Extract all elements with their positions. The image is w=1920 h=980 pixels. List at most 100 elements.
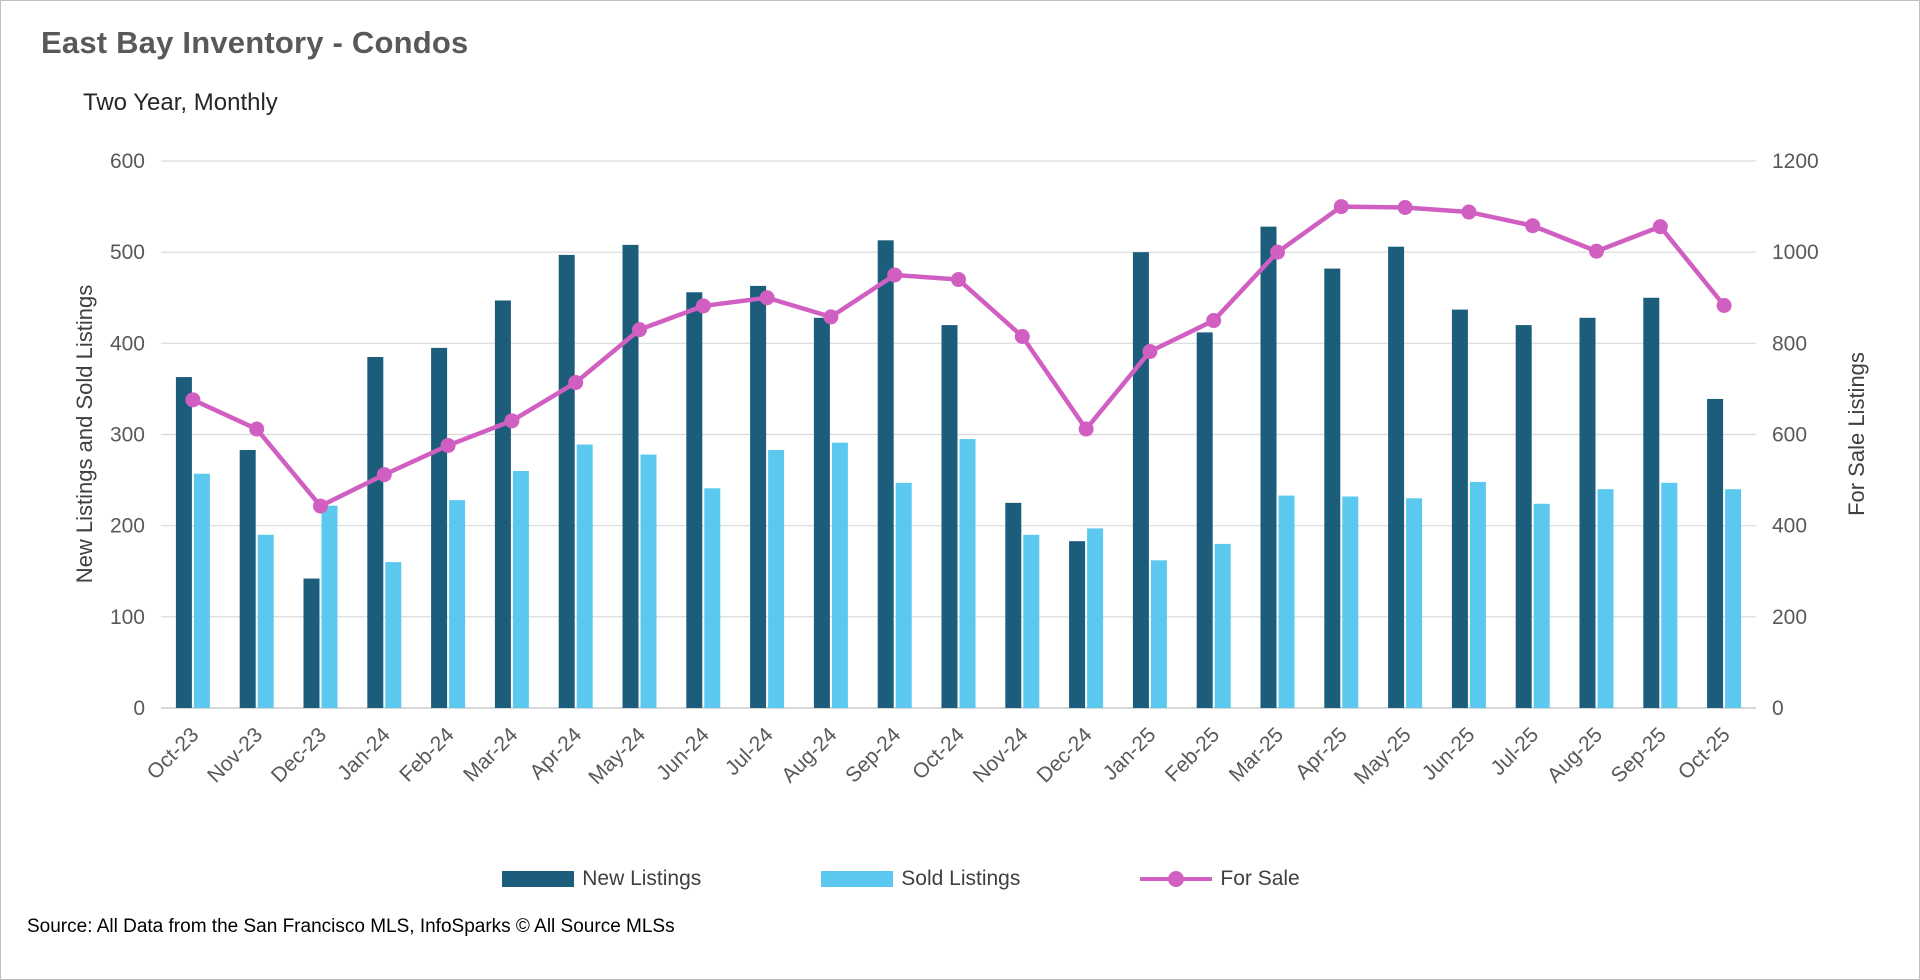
new-listings-bar[interactable]: [494, 300, 511, 708]
for-sale-marker[interactable]: [1142, 344, 1158, 360]
for-sale-marker[interactable]: [759, 290, 775, 306]
for-sale-marker[interactable]: [1525, 218, 1541, 234]
for-sale-line: [190, 204, 1727, 509]
for-sale-marker[interactable]: [568, 375, 584, 391]
sold-listings-bar[interactable]: [640, 454, 657, 708]
x-axis-label: Jun-24: [652, 723, 714, 785]
for-sale-marker[interactable]: [1716, 297, 1732, 313]
sold-listings-bar[interactable]: [1087, 528, 1104, 708]
new-listings-bar[interactable]: [941, 325, 958, 708]
for-sale-marker[interactable]: [951, 272, 966, 288]
sold-listings-bar[interactable]: [1533, 503, 1550, 708]
sold-listings-bar[interactable]: [1406, 498, 1423, 708]
new-listings-bar[interactable]: [303, 578, 320, 708]
x-axis-label: Nov-24: [969, 723, 1033, 787]
legend-item-new-listings[interactable]: New Listings: [502, 867, 701, 891]
x-axis-label: Dec-24: [1032, 723, 1096, 787]
sold-listings-bar[interactable]: [576, 444, 593, 708]
new-listings-bar[interactable]: [1196, 332, 1213, 708]
sold-listings-bar[interactable]: [1150, 560, 1167, 708]
sold-listings-bar[interactable]: [831, 442, 848, 708]
for-sale-marker[interactable]: [249, 421, 265, 437]
sold-listings-bar[interactable]: [512, 470, 529, 708]
new-listings-bar[interactable]: [1132, 252, 1149, 708]
right-axis-tick-label: 1200: [1772, 150, 1819, 173]
for-sale-marker[interactable]: [376, 467, 392, 483]
new-listings-bar[interactable]: [1260, 226, 1277, 708]
x-axis-label: Sep-24: [841, 723, 905, 787]
for-sale-marker[interactable]: [440, 437, 456, 453]
new-listings-bar[interactable]: [1388, 246, 1405, 709]
for-sale-marker[interactable]: [185, 392, 201, 408]
for-sale-marker[interactable]: [504, 413, 520, 429]
chart-subtitle: Two Year, Monthly: [83, 89, 278, 116]
for-sale-marker[interactable]: [695, 298, 711, 314]
for-sale-marker[interactable]: [1589, 243, 1604, 259]
x-axis-label: Mar-25: [1225, 723, 1288, 786]
for-sale-marker[interactable]: [632, 322, 647, 338]
sold-listings-bar[interactable]: [1214, 543, 1231, 708]
new-listings-bar[interactable]: [175, 377, 192, 708]
for-sale-marker[interactable]: [1397, 199, 1413, 215]
sold-listings-bar[interactable]: [768, 449, 785, 708]
sold-listings-bar[interactable]: [449, 500, 466, 708]
new-listings-bar[interactable]: [1579, 317, 1596, 708]
x-axis-label: Apr-25: [1291, 723, 1352, 784]
new-listings-bar[interactable]: [1707, 398, 1724, 708]
for-sale-marker[interactable]: [313, 498, 328, 514]
new-listings-bar[interactable]: [239, 449, 256, 708]
sold-listings-bar[interactable]: [1342, 496, 1359, 708]
for-sale-marker[interactable]: [823, 309, 839, 325]
x-axis-label: Mar-24: [459, 723, 523, 787]
sold-listings-bar[interactable]: [1661, 482, 1678, 708]
new-listings-bar[interactable]: [750, 285, 767, 708]
x-axis-label: Feb-25: [1161, 723, 1224, 786]
sold-listings-bar[interactable]: [1597, 489, 1614, 708]
for-sale-marker[interactable]: [1078, 421, 1094, 437]
new-listings-bar[interactable]: [622, 244, 639, 708]
new-listings-bar[interactable]: [1451, 309, 1468, 708]
for-sale-marker[interactable]: [1652, 219, 1668, 235]
legend-item-for-sale[interactable]: For Sale: [1140, 867, 1300, 891]
new-listings-bar[interactable]: [813, 317, 830, 708]
new-listings-bar[interactable]: [1069, 541, 1086, 708]
for-sale-marker[interactable]: [1014, 328, 1030, 344]
sold-listings-bar[interactable]: [1469, 481, 1486, 708]
sold-listings-bar[interactable]: [1725, 489, 1742, 708]
legend-item-sold-listings[interactable]: Sold Listings: [821, 867, 1020, 891]
x-axis-label: May-24: [584, 723, 650, 789]
legend: New Listings Sold Listings For Sale: [1, 867, 1801, 891]
new-listings-bar[interactable]: [1515, 325, 1532, 708]
sold-listings-bar[interactable]: [1278, 495, 1295, 708]
left-axis-tick-label: 0: [133, 697, 145, 720]
sold-listings-bar[interactable]: [704, 488, 721, 708]
new-listings-bar[interactable]: [367, 357, 384, 708]
x-axis-label: Aug-25: [1543, 723, 1607, 787]
new-listings-bar[interactable]: [558, 254, 575, 708]
for-sale-marker[interactable]: [1333, 199, 1349, 215]
new-listings-bar[interactable]: [1643, 297, 1660, 708]
sold-listings-bar[interactable]: [321, 505, 338, 708]
new-listings-bar[interactable]: [431, 347, 448, 708]
sold-listings-bar[interactable]: [193, 473, 210, 708]
new-listings-bar[interactable]: [877, 240, 894, 708]
sold-listings-bar[interactable]: [895, 482, 912, 708]
for-sale-marker[interactable]: [1206, 313, 1222, 329]
sold-listings-bar[interactable]: [959, 439, 976, 708]
x-axis-label: Aug-24: [777, 723, 841, 787]
sold-listings-bar[interactable]: [257, 534, 274, 708]
new-listings-bar[interactable]: [1324, 268, 1341, 708]
x-axis-label: Apr-24: [525, 723, 586, 784]
for-sale-marker[interactable]: [887, 267, 903, 283]
left-axis-tick-label: 600: [110, 150, 145, 173]
for-sale-marker[interactable]: [1461, 204, 1477, 220]
left-axis-tick-label: 200: [110, 515, 145, 538]
x-axis-label: Oct-23: [143, 723, 204, 784]
for-sale-marker[interactable]: [1270, 244, 1285, 260]
sold-listings-bar[interactable]: [385, 562, 402, 708]
sold-listings-bar[interactable]: [1023, 534, 1040, 708]
new-listings-bar[interactable]: [686, 292, 703, 708]
new-listings-swatch: [502, 871, 575, 887]
new-listings-bar[interactable]: [1005, 502, 1022, 708]
